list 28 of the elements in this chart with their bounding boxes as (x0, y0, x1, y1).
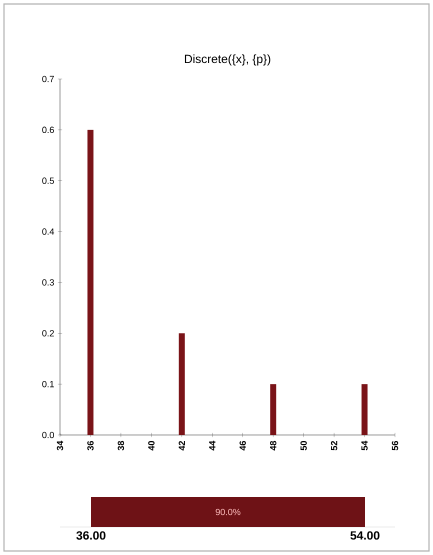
x-tick-label: 38 (118, 440, 124, 450)
x-tick-label: 34 (56, 440, 64, 450)
x-tick-label: 52 (330, 441, 338, 450)
y-tick-label: 0.4 (42, 228, 54, 235)
text: 54.00 (350, 531, 380, 540)
x-tick-label: 42 (178, 441, 185, 450)
x-tick-label: 48 (270, 440, 276, 450)
text: 36.00 (76, 531, 106, 540)
chart-title: Discrete({x}, {p}) (184, 54, 270, 66)
y-tick-label: 0.0 (42, 432, 54, 438)
bar (362, 384, 368, 435)
x-tick-label: 56 (392, 440, 398, 450)
y-tick-label: 0.3 (42, 279, 54, 286)
y-tick-label: 0.5 (42, 178, 54, 184)
text: 90.0% (216, 508, 240, 516)
y-tick-label: 0.6 (42, 126, 54, 134)
y-tick-label: 0.7 (42, 76, 54, 82)
bar (270, 384, 276, 435)
x-tick-label: 54 (361, 440, 368, 450)
y-tick-label: 0.2 (42, 330, 54, 336)
x-tick-label: 46 (240, 440, 246, 450)
x-tick-label: 50 (300, 441, 307, 450)
x-tick-label: 36 (87, 440, 94, 450)
bar (178, 333, 185, 435)
y-tick-label: 0.1 (42, 380, 54, 388)
bar (87, 130, 94, 435)
x-tick-label: 44 (209, 440, 216, 450)
x-tick-label: 40 (148, 441, 155, 450)
